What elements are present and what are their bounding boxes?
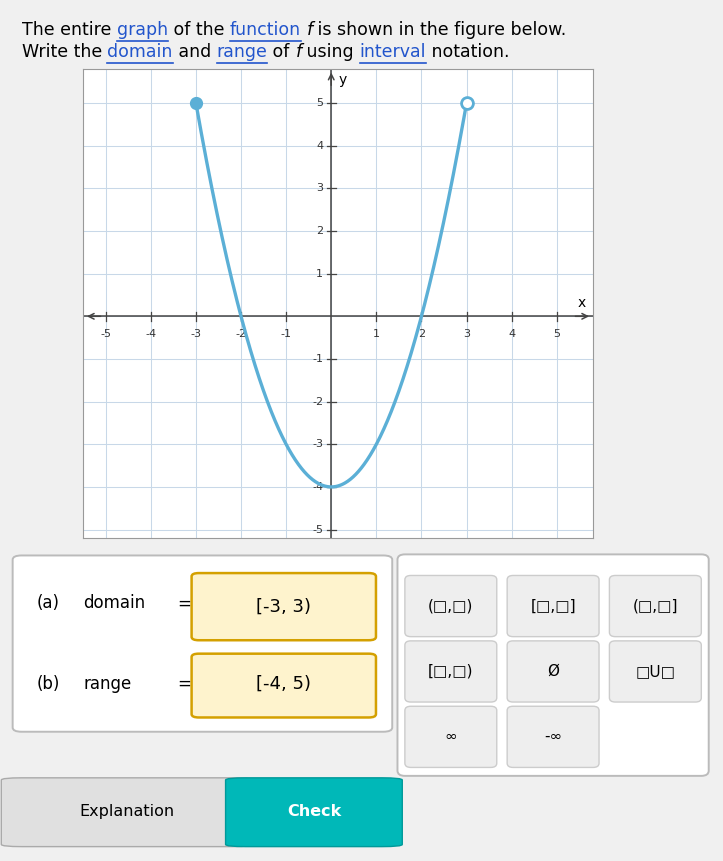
FancyBboxPatch shape (609, 575, 701, 636)
Text: 1: 1 (316, 269, 323, 279)
FancyBboxPatch shape (192, 653, 376, 717)
Text: □U□: □U□ (636, 664, 675, 679)
Text: -3: -3 (190, 329, 202, 339)
Text: [□,□]: [□,□] (530, 598, 576, 614)
FancyBboxPatch shape (226, 777, 402, 846)
Text: -3: -3 (312, 439, 323, 449)
Text: -5: -5 (100, 329, 111, 339)
Text: domain: domain (83, 594, 145, 612)
Text: y: y (338, 72, 346, 87)
FancyBboxPatch shape (405, 641, 497, 702)
Text: 5: 5 (316, 98, 323, 108)
Text: interval: interval (359, 43, 426, 60)
FancyBboxPatch shape (12, 555, 393, 732)
FancyBboxPatch shape (405, 575, 497, 636)
FancyBboxPatch shape (507, 706, 599, 767)
Text: notation.: notation. (426, 43, 510, 60)
Text: -2: -2 (236, 329, 247, 339)
FancyBboxPatch shape (398, 554, 709, 776)
Text: -1: -1 (312, 354, 323, 364)
FancyBboxPatch shape (507, 641, 599, 702)
Text: Write the: Write the (22, 43, 108, 60)
Text: of the: of the (168, 22, 230, 39)
Text: f: f (307, 22, 312, 39)
Text: and: and (173, 43, 217, 60)
Text: 3: 3 (463, 329, 470, 339)
Text: of: of (268, 43, 295, 60)
Text: domain: domain (108, 43, 173, 60)
Text: ∞: ∞ (445, 729, 457, 745)
Text: [□,□): [□,□) (428, 664, 474, 679)
Text: -∞: -∞ (544, 729, 562, 745)
Text: graph: graph (116, 22, 168, 39)
Text: 3: 3 (316, 183, 323, 194)
Text: Ø: Ø (547, 664, 559, 679)
FancyBboxPatch shape (405, 706, 497, 767)
Text: 1: 1 (373, 329, 380, 339)
Text: -4: -4 (312, 482, 323, 492)
Text: (□,□): (□,□) (428, 598, 474, 614)
FancyBboxPatch shape (609, 641, 701, 702)
Text: [-3, 3): [-3, 3) (256, 598, 312, 616)
Text: 5: 5 (553, 329, 560, 339)
Text: Explanation: Explanation (80, 804, 174, 819)
FancyBboxPatch shape (1, 777, 253, 846)
Text: [-4, 5): [-4, 5) (256, 675, 312, 693)
Text: -1: -1 (281, 329, 291, 339)
Text: x: x (578, 295, 586, 310)
Text: is shown in the figure below.: is shown in the figure below. (312, 22, 567, 39)
Text: (□,□]: (□,□] (633, 598, 678, 614)
Text: function: function (230, 22, 301, 39)
Text: -4: -4 (145, 329, 156, 339)
Text: Check: Check (287, 804, 341, 819)
Text: range: range (83, 675, 132, 693)
FancyBboxPatch shape (192, 573, 376, 641)
Text: -5: -5 (312, 524, 323, 535)
Text: 4: 4 (316, 140, 323, 151)
Text: -2: -2 (312, 397, 323, 406)
Text: using: using (301, 43, 359, 60)
Text: The entire: The entire (22, 22, 116, 39)
FancyBboxPatch shape (507, 575, 599, 636)
Text: 2: 2 (418, 329, 425, 339)
Text: (a): (a) (36, 594, 59, 612)
Text: 2: 2 (316, 226, 323, 236)
Text: =: = (177, 594, 191, 612)
Text: range: range (217, 43, 268, 60)
Text: f: f (295, 43, 301, 60)
Text: =: = (177, 675, 191, 693)
Text: (b): (b) (36, 675, 59, 693)
Text: 4: 4 (508, 329, 515, 339)
